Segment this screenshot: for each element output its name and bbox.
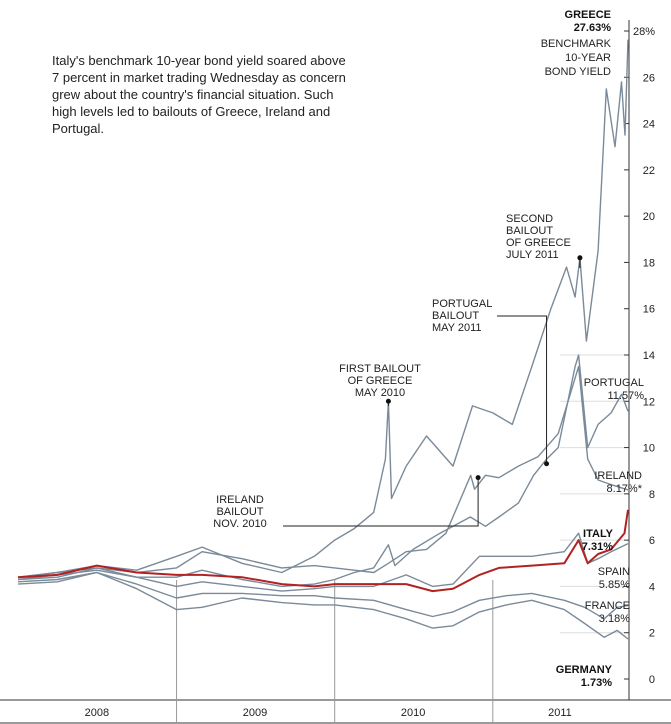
series-label-france: FRANCE — [585, 600, 630, 612]
series-value-germany: 1.73% — [581, 677, 612, 689]
annotation-dot — [544, 461, 550, 467]
annotation-dot — [475, 475, 481, 481]
annotation-leader — [283, 477, 479, 527]
x-tick-label-2009: 2009 — [243, 707, 267, 719]
annotation-text: IRELAND — [216, 494, 264, 506]
series-extra-label-greece: 10-YEAR — [565, 52, 611, 64]
annotation-text: OF GREECE — [348, 375, 413, 387]
series-label-portugal: PORTUGAL — [584, 377, 644, 389]
annotation-dot — [385, 398, 391, 404]
annotation-text: BAILOUT — [216, 506, 263, 518]
series-line-ireland — [17, 365, 629, 578]
y-tick-label: 4 — [649, 581, 655, 593]
annotation-text: SECOND — [506, 213, 553, 225]
series-value-spain: 5.85% — [599, 579, 630, 591]
intro-text: Italy's benchmark 10-year bond yield soa… — [52, 53, 346, 136]
x-axis: 2008 2009 2010 2011 — [85, 580, 572, 723]
series-label-ireland: IRELAND — [594, 470, 642, 482]
y-tick-label: 18 — [643, 257, 655, 269]
annotation-text: PORTUGAL — [432, 298, 492, 310]
annotation-dot — [577, 255, 583, 261]
y-tick-label: 6 — [649, 535, 655, 547]
annotation-text: FIRST BAILOUT — [339, 363, 421, 375]
annotation-text: BAILOUT — [432, 310, 479, 322]
series-lines — [17, 39, 629, 640]
series-line-italy — [17, 509, 629, 593]
series-line-spain — [17, 532, 629, 592]
y-tick-label: 28% — [633, 26, 655, 38]
series-value-italy: 7.31% — [582, 541, 613, 553]
annotation-text: OF GREECE — [506, 237, 571, 249]
series-extra-label-greece: BOND YIELD — [545, 66, 611, 78]
y-tick-label: 16 — [643, 304, 655, 316]
x-tick-label-2008: 2008 — [85, 707, 109, 719]
y-tick-label: 14 — [643, 350, 655, 362]
series-line-germany — [17, 571, 629, 640]
annotation-text: MAY 2010 — [355, 387, 405, 399]
series-line-france — [17, 571, 629, 620]
y-tick-label: 2 — [649, 628, 655, 640]
y-tick-label: 8 — [649, 489, 655, 501]
series-value-greece: 27.63% — [574, 22, 612, 34]
series-line-greece — [17, 39, 629, 578]
y-tick-label: 24 — [643, 119, 655, 131]
y-tick-label: 20 — [643, 211, 655, 223]
x-tick-label-2011: 2011 — [548, 707, 572, 719]
series-line-portugal — [17, 354, 629, 588]
series-extra-label-greece: BENCHMARK — [541, 38, 612, 50]
y-tick-label: 10 — [643, 443, 655, 455]
series-label-germany: GERMANY — [556, 664, 613, 676]
series-label-spain: SPAIN — [598, 566, 630, 578]
x-tick-label-2010: 2010 — [401, 707, 425, 719]
series-label-italy: ITALY — [583, 528, 614, 540]
annotation-text: MAY 2011 — [432, 322, 482, 334]
annotation-leader — [497, 315, 548, 464]
y-tick-label: 0 — [649, 674, 655, 686]
y-tick-label: 22 — [643, 165, 655, 177]
series-label-greece: GREECE — [565, 9, 611, 21]
annotation-text: BAILOUT — [506, 225, 553, 237]
series-value-portugal: 11.57% — [608, 390, 645, 402]
series-value-ireland: 8.17%* — [607, 483, 643, 495]
y-tick-label: 26 — [643, 72, 655, 84]
y-tick-label: 12 — [643, 396, 655, 408]
annotation-text: NOV. 2010 — [213, 518, 266, 530]
series-value-france: 3.18% — [599, 613, 630, 625]
annotation-text: JULY 2011 — [506, 249, 559, 261]
